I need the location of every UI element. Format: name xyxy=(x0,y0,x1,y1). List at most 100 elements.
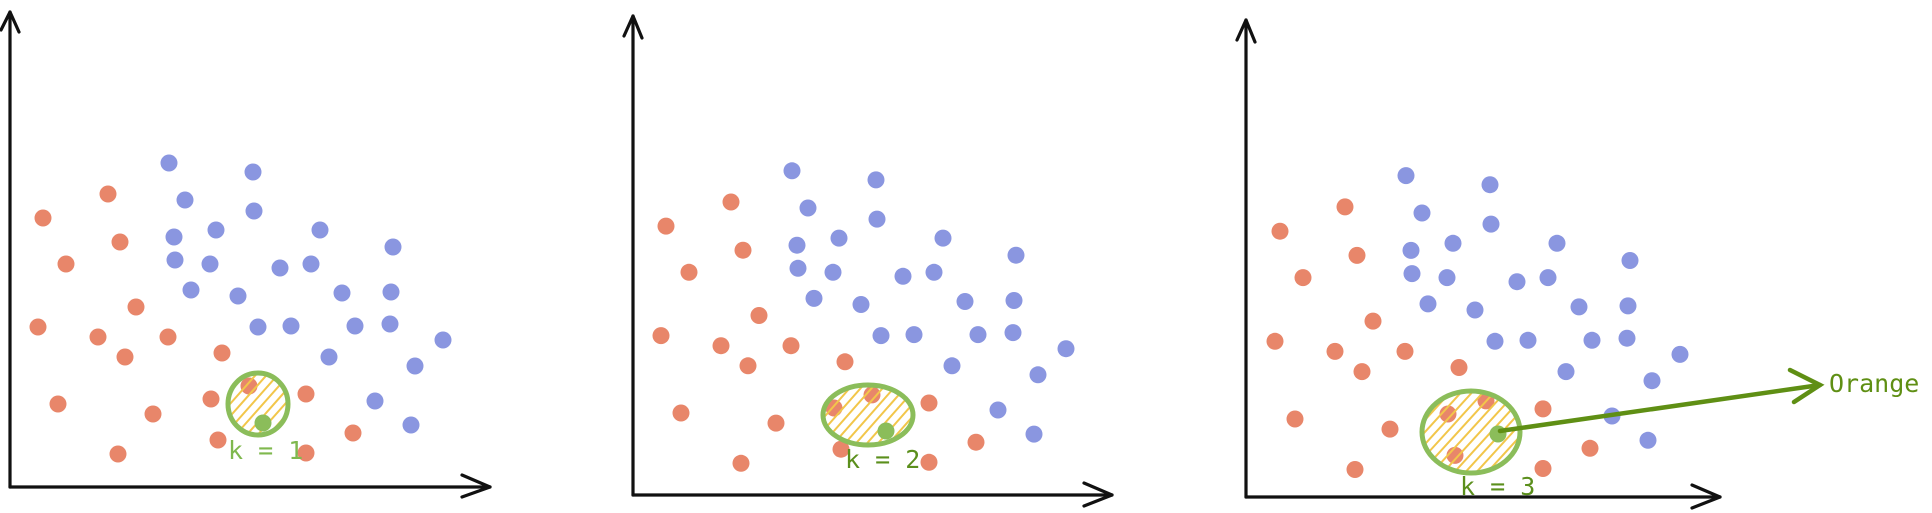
blue-point xyxy=(788,236,806,254)
neighborhood-ring xyxy=(820,382,916,448)
blue-point xyxy=(894,267,912,285)
orange-point xyxy=(657,217,675,235)
orange-point xyxy=(722,193,740,211)
blue-point xyxy=(852,296,870,313)
orange-point xyxy=(750,307,768,324)
blue-point xyxy=(1539,269,1557,287)
hatch-line xyxy=(1515,391,1520,473)
hatch-line xyxy=(1422,391,1478,473)
orange-point xyxy=(652,327,670,345)
blue-point xyxy=(868,210,886,228)
blue-point xyxy=(245,202,263,220)
neighborhood-ring xyxy=(1419,388,1523,476)
blue-point xyxy=(201,255,219,273)
blue-point xyxy=(969,326,987,344)
x-axis xyxy=(1244,483,1722,510)
blue-point xyxy=(1548,234,1566,252)
orange-point xyxy=(1294,269,1312,287)
blue-point xyxy=(166,251,184,269)
blue-point xyxy=(382,283,400,301)
y-axis xyxy=(622,14,644,497)
hatch-line xyxy=(1482,391,1520,473)
data-points xyxy=(1266,167,1689,478)
blue-point xyxy=(182,281,200,299)
orange-point xyxy=(213,344,231,362)
blue-point xyxy=(824,263,842,281)
blue-point xyxy=(320,348,338,366)
y-axis xyxy=(1235,18,1257,499)
k-label: k = 1 xyxy=(228,436,303,465)
orange-point xyxy=(863,386,881,404)
blue-point xyxy=(302,255,320,273)
orange-point xyxy=(1336,198,1354,216)
blue-point xyxy=(1639,431,1657,449)
data-points xyxy=(29,154,452,463)
data-points xyxy=(652,162,1075,472)
blue-point xyxy=(1583,331,1601,349)
blue-point xyxy=(956,293,974,310)
hatch-line xyxy=(242,373,288,435)
orange-point xyxy=(1364,312,1382,330)
orange-point xyxy=(1286,410,1304,428)
blue-point xyxy=(1397,167,1415,185)
orange-point xyxy=(1450,359,1468,376)
k-label: k = 2 xyxy=(845,445,920,474)
orange-point xyxy=(732,454,750,472)
blue-point xyxy=(1057,340,1075,358)
orange-point xyxy=(127,298,145,316)
x-axis xyxy=(8,473,492,499)
blue-point xyxy=(229,287,247,305)
orange-point xyxy=(209,431,227,449)
blue-point xyxy=(789,259,807,277)
blue-point xyxy=(1466,301,1484,319)
blue-point xyxy=(1029,366,1047,384)
blue-point xyxy=(1519,331,1537,349)
hatch-line xyxy=(823,385,824,445)
orange-point xyxy=(1439,405,1457,423)
blue-point xyxy=(381,315,399,333)
orange-point xyxy=(1348,246,1366,264)
hatch-line xyxy=(1422,391,1445,473)
panel-k3: k = 3 Orange xyxy=(1235,18,1919,510)
hatch-line xyxy=(823,385,857,445)
orange-point xyxy=(767,414,785,432)
orange-point xyxy=(109,445,127,463)
blue-point xyxy=(244,163,262,181)
k-label: k = 3 xyxy=(1460,472,1535,501)
blue-point xyxy=(1419,295,1437,313)
orange-point xyxy=(672,404,690,422)
orange-point xyxy=(1581,439,1599,457)
blue-point xyxy=(1402,241,1420,259)
orange-point xyxy=(734,241,752,259)
blue-point xyxy=(271,259,289,277)
orange-point xyxy=(297,444,315,462)
blue-point xyxy=(925,263,943,281)
blue-point xyxy=(799,199,817,217)
hatch-line xyxy=(839,385,901,445)
orange-point xyxy=(159,328,177,346)
panel-k1: k = 1 xyxy=(0,10,492,499)
orange-point xyxy=(1353,363,1371,381)
hatch-line xyxy=(228,373,229,435)
hatch-line xyxy=(1422,391,1467,473)
orange-point xyxy=(712,337,730,355)
panel-k2: k = 2 xyxy=(622,14,1114,508)
blue-point xyxy=(1444,234,1462,252)
orange-point xyxy=(836,353,854,371)
blue-point xyxy=(346,317,364,335)
orange-point xyxy=(297,385,315,403)
blue-point xyxy=(402,416,420,434)
orange-point xyxy=(29,318,47,336)
blue-point xyxy=(160,154,178,172)
orange-point xyxy=(680,263,698,281)
orange-point xyxy=(99,185,117,203)
blue-point xyxy=(1619,297,1637,315)
orange-point xyxy=(1534,400,1552,418)
orange-point xyxy=(34,209,52,227)
blue-point xyxy=(366,392,384,410)
blue-point xyxy=(989,401,1007,419)
orange-point xyxy=(116,348,134,366)
orange-point xyxy=(144,405,162,423)
blue-point xyxy=(406,357,424,375)
